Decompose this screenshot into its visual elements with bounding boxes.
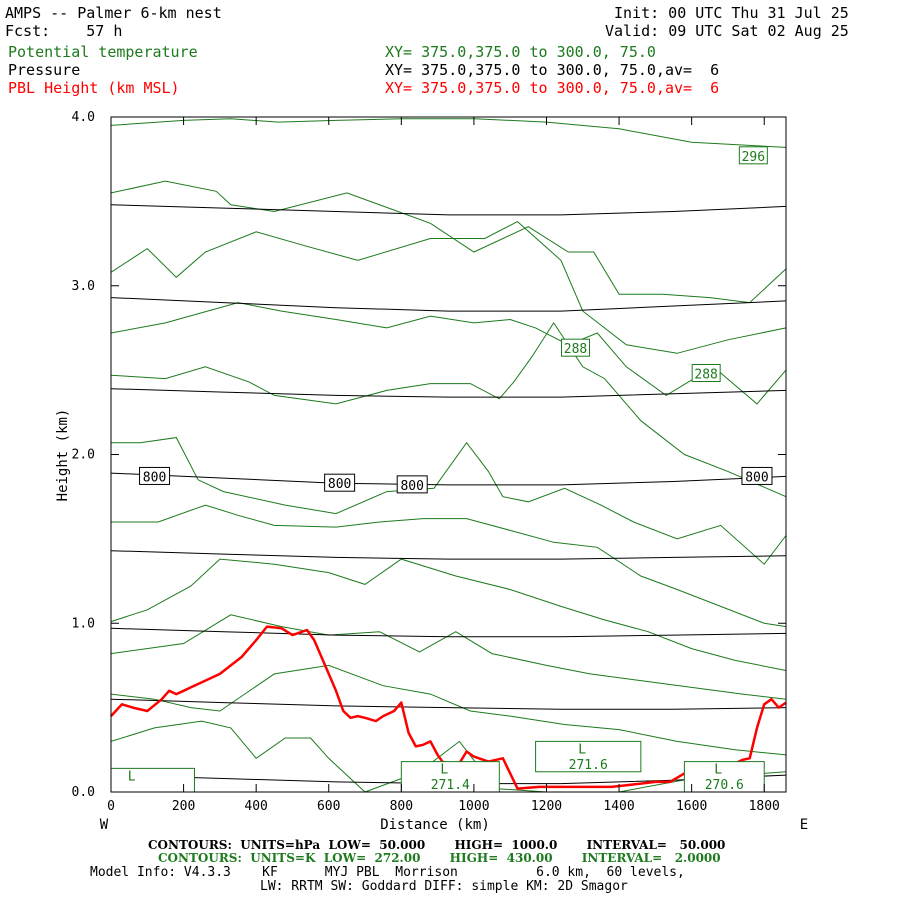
y-tick-label: 3.0 xyxy=(72,279,95,294)
y-tick-label: 1.0 xyxy=(72,616,95,631)
pressure-label-box xyxy=(396,475,428,494)
theta-contours xyxy=(110,118,787,793)
pressure-isobar xyxy=(110,388,787,398)
pressure-isobar xyxy=(110,627,787,638)
theta-label-box xyxy=(738,146,768,165)
x-tick-label: 1200 xyxy=(531,799,562,814)
y-tick-label: 2.0 xyxy=(72,448,95,463)
x-axis-west-label: W xyxy=(100,817,109,833)
pressure-contour-info: CONTOURS: UNITS=hPa LOW= 50.000 HIGH= 10… xyxy=(148,838,726,852)
field-name-pbl: PBL Height (km MSL) xyxy=(8,79,180,97)
low-marker-letter: L xyxy=(440,763,448,778)
theta-contour-line xyxy=(110,558,787,671)
low-marker-value: 270.6 xyxy=(705,778,744,793)
pbl-height-series xyxy=(110,625,787,790)
low-marker-box xyxy=(683,761,765,793)
model-info: Model Info: V4.3.3 KF MYJ PBL Morrison 6… xyxy=(90,865,685,880)
low-marker-value: 271.4 xyxy=(431,778,470,793)
low-marker-letter: L xyxy=(714,763,722,778)
pressure-contours xyxy=(110,204,787,785)
theta-contour-info: CONTOURS: UNITS=K LOW= 272.00 HIGH= 430.… xyxy=(158,851,721,865)
field-xy-theta: XY= 375.0,375.0 to 300.0, 75.0 xyxy=(385,43,656,61)
low-marker-box xyxy=(110,767,195,793)
pressure-isobar xyxy=(110,472,787,486)
field-xy-pressure: XY= 375.0,375.0 to 300.0, 75.0,av= 6 xyxy=(385,61,720,79)
init-time: Init: 00 UTC Thu 31 Jul 25 xyxy=(614,4,849,22)
theta-label: 288 xyxy=(564,342,587,357)
low-marker-box xyxy=(535,740,642,773)
x-axis-title: Distance (km) xyxy=(380,817,490,833)
pressure-isobar xyxy=(110,204,787,216)
theta-contour-line xyxy=(110,321,787,498)
theta-contour-line xyxy=(110,664,787,756)
field-name-pressure: Pressure xyxy=(8,61,81,79)
physics-info: LW: RRTM SW: Goddard DIFF: simple KM: 2D… xyxy=(260,879,628,894)
x-tick-label: 400 xyxy=(244,799,267,814)
y-axis-title: Height (km) xyxy=(55,409,71,502)
field-name-theta: Potential temperature xyxy=(8,43,198,61)
x-tick-label: 1400 xyxy=(603,799,634,814)
x-tick-label: 1800 xyxy=(749,799,780,814)
low-marker-letter: L xyxy=(128,769,136,784)
theta-contour-line xyxy=(110,614,787,700)
pressure-label: 800 xyxy=(400,479,423,494)
theta-label-box xyxy=(561,338,591,357)
pressure-label-box xyxy=(139,466,171,485)
theta-contour-line xyxy=(110,118,787,148)
x-tick-label: 200 xyxy=(172,799,195,814)
low-marker-letter: L xyxy=(578,742,586,757)
pbl-height-line xyxy=(110,625,787,790)
x-axis-east-label: E xyxy=(800,817,808,833)
x-tick-label: 600 xyxy=(317,799,340,814)
theta-label: 296 xyxy=(742,150,765,165)
pressure-label: 800 xyxy=(328,477,351,492)
pressure-label-box xyxy=(741,466,773,485)
x-tick-label: 1600 xyxy=(676,799,707,814)
axes: 0 200 400 600 800 1000 1200 1400 1600 1800 0.0 1.0 2… xyxy=(72,110,786,814)
x-tick-label: 0 xyxy=(107,799,115,814)
theta-label-box xyxy=(691,364,721,382)
pressure-isobar xyxy=(110,550,787,560)
x-tick-label: 800 xyxy=(390,799,413,814)
theta-contour-line xyxy=(111,437,787,565)
chart-title: AMPS -- Palmer 6-km nest xyxy=(5,4,222,22)
y-tick-label: 0.0 xyxy=(72,785,95,800)
pressure-label: 800 xyxy=(143,470,166,485)
pressure-label: 800 xyxy=(745,470,768,485)
pressure-isobar xyxy=(110,297,787,312)
field-xy-pbl: XY= 375.0,375.0 to 300.0, 75.0,av= 6 xyxy=(385,79,720,97)
theta-contour-line xyxy=(111,504,787,628)
low-marker-value: 271.6 xyxy=(569,758,608,773)
valid-time: Valid: 09 UTC Sat 02 Aug 25 xyxy=(605,22,849,40)
theta-label: 288 xyxy=(694,368,717,383)
y-tick-label: 4.0 xyxy=(72,110,95,125)
pressure-label-box xyxy=(324,473,356,492)
theta-contour-line xyxy=(110,302,787,405)
theta-contour-line xyxy=(110,220,787,354)
pressure-isobar xyxy=(110,698,787,710)
x-tick-label: 1000 xyxy=(458,799,489,814)
forecast-hour: Fcst: 57 h xyxy=(5,22,123,40)
theta-contour-line xyxy=(110,180,787,304)
